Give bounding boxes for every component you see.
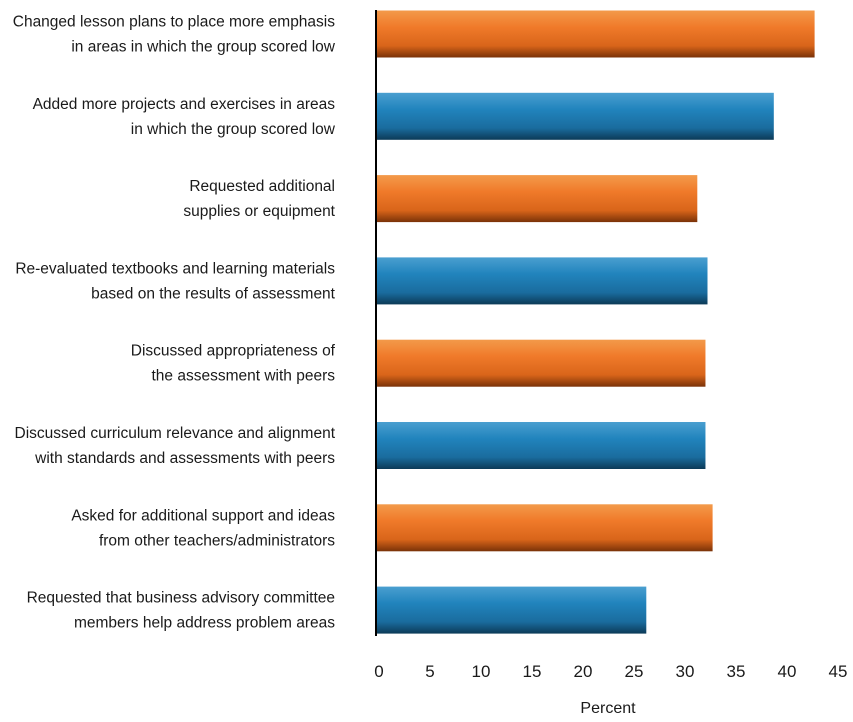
category-label: Discussed appropriateness of the assessme… [131,343,336,385]
x-tick-label: 30 [676,662,695,681]
x-tick-label: 20 [574,662,593,681]
bar [377,339,706,387]
x-tick-label: 15 [523,662,542,681]
bar [377,257,708,305]
category-label: Discussed curriculum relevance and align… [15,425,336,467]
bar [377,10,815,58]
x-tick-label: 5 [425,662,434,681]
category-label: Asked for additional support and ideas fr… [71,507,335,549]
bar-group [377,10,815,634]
bar [377,504,713,552]
category-label: Changed lesson plans to place more empha… [13,14,336,56]
category-label: Added more projects and exercises in are… [33,96,336,138]
x-tick-label: 25 [625,662,644,681]
x-tick-label: 35 [727,662,746,681]
bar [377,92,774,140]
x-axis-title: Percent [580,700,636,717]
bar [377,422,706,469]
category-labels: Changed lesson plans to place more empha… [13,14,336,632]
category-label: Requested that business advisory committ… [27,590,336,632]
x-tick-label: 45 [829,662,848,681]
category-label: Requested additional supplies or equipmen… [183,178,335,220]
x-tick-label: 0 [374,662,383,681]
bar [377,586,647,634]
x-tick-label: 10 [472,662,491,681]
x-tick-label: 40 [778,662,797,681]
x-tick-labels: 0 5 10 15 20 25 30 35 40 45 [374,662,847,681]
bar [377,175,698,223]
category-label: Re-evaluated textbooks and learning mate… [15,260,335,302]
